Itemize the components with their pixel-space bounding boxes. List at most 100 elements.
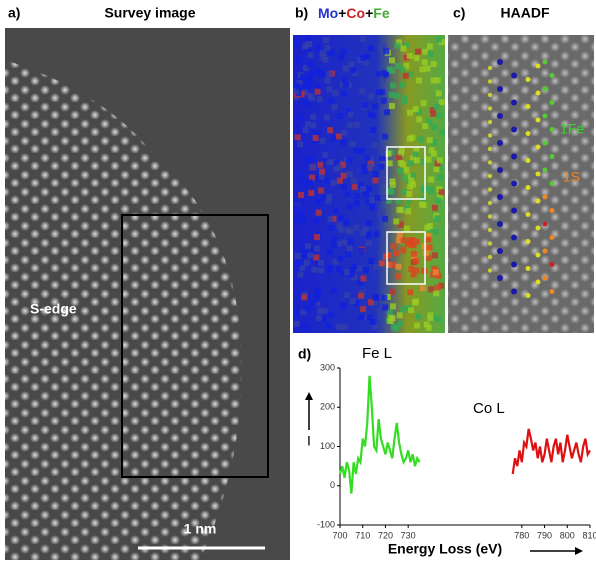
map-pixel	[305, 76, 312, 83]
map-pixel	[410, 271, 417, 278]
map-pixel	[369, 318, 376, 325]
map-pixel	[426, 43, 433, 50]
map-pixel	[421, 59, 428, 66]
title-part: Fe	[373, 5, 390, 21]
atom	[487, 79, 493, 84]
map-pixel	[330, 236, 337, 243]
map-pixel	[333, 159, 340, 166]
map-pixel	[410, 172, 417, 179]
map-pixel	[435, 316, 442, 323]
map-pixel	[331, 242, 338, 249]
y-tick-label: -100	[317, 519, 335, 529]
map-pixel	[306, 61, 313, 68]
atom	[542, 194, 548, 200]
map-pixel	[364, 198, 371, 205]
series-label: Co L	[473, 400, 505, 417]
map-pixel	[385, 197, 392, 204]
map-pixel	[434, 284, 441, 291]
atom	[487, 106, 493, 111]
map-pixel	[361, 163, 368, 170]
map-pixel	[320, 316, 327, 323]
map-pixel	[403, 54, 410, 61]
map-pixel	[319, 137, 326, 144]
x-tick-label: 700	[332, 530, 347, 540]
atom	[487, 119, 493, 125]
map-pixel	[432, 228, 439, 235]
map-pixel	[382, 304, 389, 311]
map-pixel	[395, 39, 402, 46]
map-pixel	[362, 191, 369, 198]
map-pixel	[429, 107, 436, 114]
atom	[542, 167, 548, 173]
map-pixel	[310, 300, 317, 307]
map-pixel	[321, 195, 328, 202]
map-pixel	[384, 293, 391, 300]
map-pixel	[351, 263, 358, 270]
map-pixel	[401, 98, 408, 105]
map-pixel	[408, 177, 415, 184]
map-pixel	[395, 263, 402, 270]
map-pixel	[344, 292, 351, 299]
map-pixel	[303, 99, 310, 106]
map-pixel	[363, 267, 370, 274]
map-pixel	[343, 156, 350, 163]
map-pixel	[330, 180, 337, 187]
map-pixel	[328, 159, 335, 166]
map-pixel	[420, 202, 427, 209]
map-pixel	[365, 220, 372, 227]
map-pixel	[335, 133, 342, 140]
map-pixel	[314, 131, 321, 138]
map-pixel	[425, 236, 432, 243]
map-pixel	[436, 165, 443, 172]
map-pixel	[305, 121, 312, 128]
map-pixel	[402, 174, 409, 181]
map-pixel	[438, 129, 445, 136]
map-pixel	[368, 45, 375, 52]
atom	[487, 65, 493, 71]
atom	[535, 90, 541, 96]
map-pixel	[372, 177, 379, 184]
map-pixel	[316, 96, 323, 103]
atom	[487, 187, 493, 192]
map-pixel	[408, 265, 415, 272]
map-pixel	[353, 193, 360, 200]
map-pixel	[306, 48, 313, 55]
map-pixel	[407, 71, 414, 78]
map-pixel	[379, 89, 386, 96]
map-pixel	[413, 55, 420, 62]
map-pixel	[413, 267, 420, 274]
map-pixel	[421, 267, 428, 274]
map-pixel	[404, 178, 411, 185]
map-pixel	[432, 269, 439, 276]
map-pixel	[317, 259, 324, 266]
map-pixel	[294, 40, 301, 47]
map-pixel	[396, 206, 403, 213]
atom	[487, 254, 493, 260]
map-pixel	[347, 122, 354, 129]
map-pixel	[361, 102, 368, 109]
map-pixel	[343, 269, 350, 276]
map-pixel	[394, 62, 401, 69]
map-pixel	[427, 223, 434, 230]
map-pixel	[420, 100, 427, 107]
map-pixel	[395, 154, 402, 161]
map-pixel	[359, 36, 366, 43]
map-pixel	[343, 219, 350, 226]
map-pixel	[323, 177, 330, 184]
map-pixel	[355, 265, 362, 272]
map-pixel	[363, 54, 370, 61]
map-pixel	[353, 224, 360, 231]
map-pixel	[340, 184, 347, 191]
map-pixel	[299, 264, 306, 271]
map-pixel	[293, 217, 300, 224]
map-pixel	[431, 265, 438, 272]
atom	[542, 140, 548, 146]
map-pixel	[348, 271, 355, 278]
map-pixel	[347, 238, 354, 245]
map-pixel	[297, 114, 304, 121]
map-pixel	[425, 232, 432, 239]
map-pixel	[325, 198, 332, 205]
map-pixel	[400, 45, 407, 52]
map-pixel	[341, 90, 348, 97]
map-pixel	[434, 215, 441, 222]
